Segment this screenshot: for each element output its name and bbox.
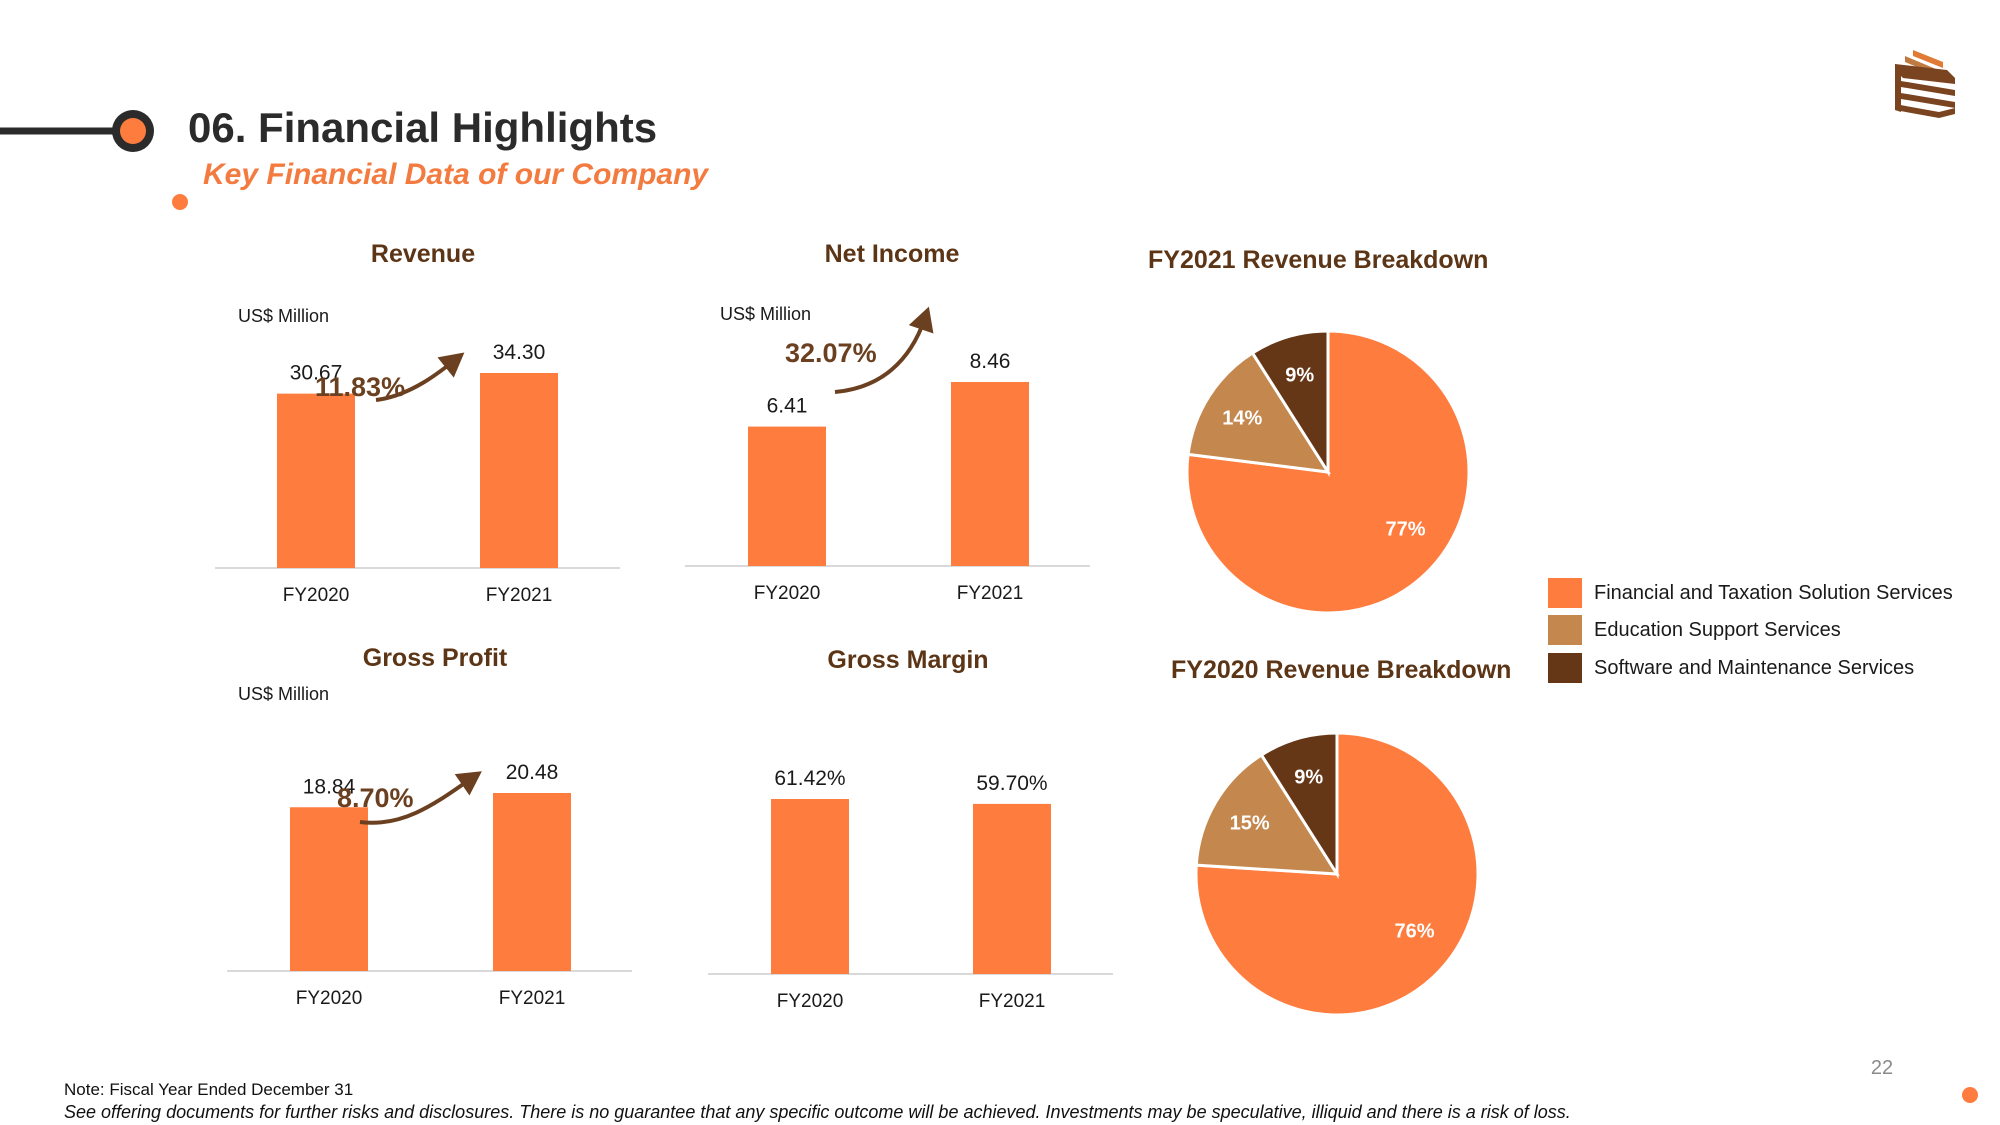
growth-arrow-icon xyxy=(359,776,474,825)
footer-line xyxy=(1130,1087,1978,1103)
page-number: 22 xyxy=(1870,1057,1894,1079)
unit-label: US$ Million xyxy=(238,684,329,704)
page-subtitle: Key Financial Data of our Company xyxy=(203,158,709,191)
data-label: 61.42% xyxy=(774,767,845,790)
legend-item-software-maintenance: Software and Maintenance Services xyxy=(1548,652,1914,684)
legend-label: Education Support Services xyxy=(1594,618,1841,641)
bar-fy2020 xyxy=(748,426,826,566)
bar-chart-gross-margin: Gross Margin 61.42% FY2020 59.70% FY2021 xyxy=(708,646,1113,1012)
data-label: 34.30 xyxy=(493,341,546,364)
tick-label: FY2021 xyxy=(499,988,566,1009)
chart-title: FY2021 Revenue Breakdown xyxy=(1148,246,1488,274)
bar-fy2021 xyxy=(951,382,1029,566)
bar-fy2020 xyxy=(771,799,849,974)
slice-label: 9% xyxy=(1285,365,1314,387)
bar-fy2021 xyxy=(493,793,571,971)
tick-label: FY2020 xyxy=(296,988,363,1009)
chart-title: FY2020 Revenue Breakdown xyxy=(1171,656,1511,684)
bar-fy2020 xyxy=(290,807,368,971)
tick-label: FY2020 xyxy=(754,583,821,604)
bar-chart-net-income: Net Income US$ Million 6.41 FY2020 8.46 FY202… xyxy=(685,240,1090,604)
legend-item-education-support: Education Support Services xyxy=(1548,614,1841,646)
pie-slice xyxy=(1186,350,1331,474)
legend-label: Software and Maintenance Services xyxy=(1594,656,1915,679)
bar-chart-revenue: Revenue US$ Million 30.67 FY2020 34.30 FY2021… xyxy=(215,240,620,606)
slice-label: 9% xyxy=(1294,767,1323,789)
bar-chart-gross-profit: Gross Profit US$ Million 18.84 FY2020 20.48 F… xyxy=(227,644,632,1009)
data-label: 18.84 xyxy=(303,775,356,798)
title-timeline-decoration xyxy=(0,110,154,152)
pie-slice xyxy=(1194,752,1340,876)
company-logo-icon xyxy=(1895,50,1955,118)
legend-swatch xyxy=(1548,653,1582,683)
bar-fy2021 xyxy=(973,803,1051,974)
slice-label: 77% xyxy=(1386,518,1426,540)
pie-chart-fy2020-revenue-breakdown: FY2020 Revenue Breakdown 76% 15% 9% xyxy=(1171,656,1511,1017)
pie-slice xyxy=(1194,731,1480,1017)
data-label: 20.48 xyxy=(506,761,559,784)
slice-label: 14% xyxy=(1222,408,1262,430)
data-label: 6.41 xyxy=(767,395,808,418)
legend-label: Financial and Taxation Solution Services xyxy=(1594,581,1953,604)
tick-label: FY2021 xyxy=(979,991,1046,1012)
tick-label: FY2021 xyxy=(486,585,553,606)
chart-title: Net Income xyxy=(825,240,960,268)
charts-layer: Revenue US$ Million 30.67 FY2020 34.30 FY2021… xyxy=(215,240,1511,1017)
footer-note: Note: Fiscal Year Ended December 31 xyxy=(64,1080,354,1099)
growth-arrow-head-icon xyxy=(454,771,482,796)
chart-title: Gross Profit xyxy=(363,644,508,672)
slice-label: 15% xyxy=(1230,812,1270,834)
growth-arrow-head-icon xyxy=(437,352,465,378)
data-label: 30.67 xyxy=(290,362,343,385)
chart-title: Gross Margin xyxy=(827,646,988,674)
slice-label: 76% xyxy=(1395,920,1435,942)
growth-arrow-head-icon xyxy=(908,306,934,334)
footer-disclaimer: See offering documents for further risks… xyxy=(64,1102,1571,1122)
legend-item-financial-taxation: Financial and Taxation Solution Services xyxy=(1548,577,1953,609)
tick-label: FY2021 xyxy=(957,583,1024,604)
bar-fy2021 xyxy=(480,373,558,568)
page-title: 06. Financial Highlights xyxy=(188,104,658,151)
growth-rate-label: 32.07% xyxy=(785,338,877,368)
pie-slice xyxy=(1250,329,1330,478)
pie-slice xyxy=(1259,731,1339,880)
tick-label: FY2020 xyxy=(777,991,844,1012)
unit-label: US$ Million xyxy=(720,304,811,324)
subtitle-underline xyxy=(172,194,990,210)
legend-swatch xyxy=(1548,578,1582,608)
growth-rate-label: 8.70% xyxy=(337,783,414,813)
data-label: 8.46 xyxy=(970,350,1011,373)
chart-title: Revenue xyxy=(371,240,475,268)
unit-label: US$ Million xyxy=(238,306,329,326)
bar-fy2020 xyxy=(277,393,355,568)
data-label: 59.70% xyxy=(976,772,1047,795)
tick-label: FY2020 xyxy=(283,585,350,606)
growth-arrow-icon xyxy=(834,317,927,394)
pie-chart-fy2021-revenue-breakdown: FY2021 Revenue Breakdown 77% 14% 9% xyxy=(1148,246,1488,615)
pie-slice xyxy=(1185,329,1471,615)
legend-swatch xyxy=(1548,615,1582,645)
